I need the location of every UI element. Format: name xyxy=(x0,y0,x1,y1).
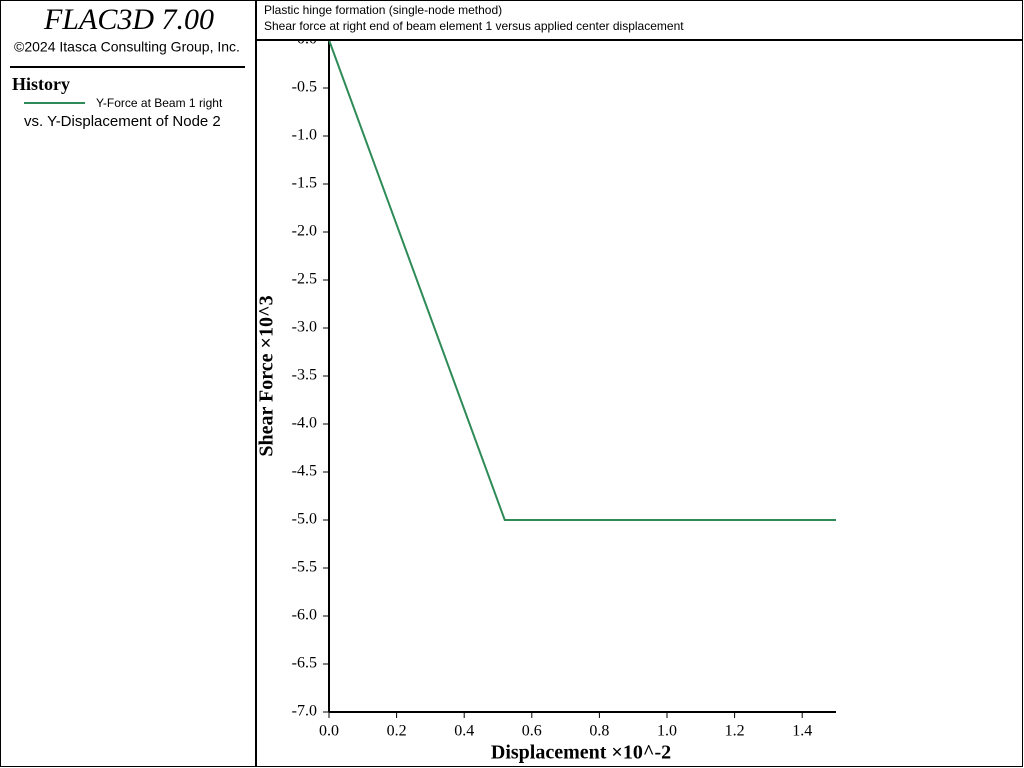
y-tick-label: -4.0 xyxy=(292,415,317,432)
y-tick-label: -5.0 xyxy=(292,511,317,528)
x-tick-label: 0.2 xyxy=(387,723,407,740)
y-tick-label: -2.0 xyxy=(292,223,317,240)
y-tick-label: -6.0 xyxy=(292,607,317,624)
copyright: ©2024 Itasca Consulting Group, Inc. xyxy=(14,39,240,55)
y-tick-label: -4.5 xyxy=(292,463,317,480)
header-line: Plastic hinge formation (single-node met… xyxy=(264,3,502,17)
y-tick-label: -7.0 xyxy=(292,703,317,720)
x-axis-title: Displacement ×10^-2 xyxy=(491,742,671,764)
x-tick-label: 0.0 xyxy=(319,723,339,740)
x-tick-label: 0.4 xyxy=(454,723,474,740)
y-axis-title: Shear Force ×10^3 xyxy=(256,295,278,456)
app-title: FLAC3D 7.00 xyxy=(43,3,214,36)
y-tick-label: -3.0 xyxy=(292,319,317,336)
x-tick-label: 0.6 xyxy=(522,723,542,740)
x-tick-label: 1.4 xyxy=(792,723,812,740)
legend-label: Y-Force at Beam 1 right xyxy=(96,96,223,110)
y-tick-label: -3.5 xyxy=(292,367,317,384)
x-tick-label: 1.2 xyxy=(725,723,745,740)
x-tick-label: 1.0 xyxy=(657,723,677,740)
header-bg xyxy=(257,1,1022,40)
y-tick-label: -1.0 xyxy=(292,127,317,144)
legend-caption: vs. Y-Displacement of Node 2 xyxy=(24,113,221,130)
y-tick-label: -5.5 xyxy=(292,559,317,576)
x-tick-label: 0.8 xyxy=(589,723,609,740)
header-line: Shear force at right end of beam element… xyxy=(264,19,684,33)
series-line xyxy=(328,39,836,521)
y-tick-label: -6.5 xyxy=(292,655,317,672)
y-tick-label: -0.5 xyxy=(292,79,317,96)
y-tick-label: -2.5 xyxy=(292,271,317,288)
panel-heading: History xyxy=(12,74,70,94)
y-tick-label: -1.5 xyxy=(292,175,317,192)
